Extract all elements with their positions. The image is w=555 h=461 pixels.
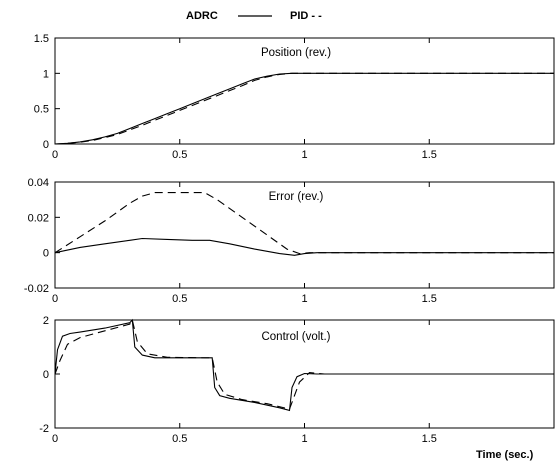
error-y-tick-label: 0.04 xyxy=(28,177,49,189)
control-y-tick-label: 0 xyxy=(43,369,49,381)
control-y-tick-label: 2 xyxy=(43,315,49,327)
error-y-tick-label: 0 xyxy=(43,248,49,260)
control-x-tick-label: 0.5 xyxy=(172,433,187,445)
control-panel-title: Control (volt.) xyxy=(261,331,330,343)
legend-adrc-label: ADRC xyxy=(186,10,218,22)
position-x-tick-label: 1.5 xyxy=(422,149,437,161)
control-x-tick-label: 0 xyxy=(52,433,58,445)
position-panel: 0 0.5 1 1.5 0 0.5 1 1.5 Position (rev.) xyxy=(34,33,555,161)
position-y-tick-label: 1 xyxy=(43,68,49,80)
position-series-adrc xyxy=(54,72,554,145)
error-x-tick-label: 1.5 xyxy=(422,293,437,305)
control-x-tick-label: 1.5 xyxy=(422,433,437,445)
error-x-tick-label: 1 xyxy=(301,293,307,305)
position-panel-title: Position (rev.) xyxy=(261,47,331,59)
control-y-tick-label: -2 xyxy=(39,423,49,435)
position-y-tick-label: 0 xyxy=(43,139,49,151)
position-y-tick-label: 1.5 xyxy=(34,33,49,45)
position-x-tick-label: 1 xyxy=(301,149,307,161)
error-panel-title: Error (rev.) xyxy=(269,191,324,203)
position-y-tick-label: 0.5 xyxy=(34,104,49,116)
position-x-tick-label: 0 xyxy=(52,149,58,161)
position-x-tick-label: 0.5 xyxy=(172,149,187,161)
x-axis-label: Time (sec.) xyxy=(476,449,534,461)
control-x-tick-label: 1 xyxy=(301,433,307,445)
error-series-pid xyxy=(54,192,554,255)
error-x-tick-label: 0.5 xyxy=(172,293,187,305)
legend-pid-label: PID - - xyxy=(290,10,322,22)
position-series-pid xyxy=(54,72,554,145)
control-series-pid xyxy=(54,318,554,410)
error-x-tick-label: 0 xyxy=(52,293,58,305)
error-y-tick-label: 0.02 xyxy=(28,212,49,224)
error-y-tick-label: -0.02 xyxy=(24,283,49,295)
